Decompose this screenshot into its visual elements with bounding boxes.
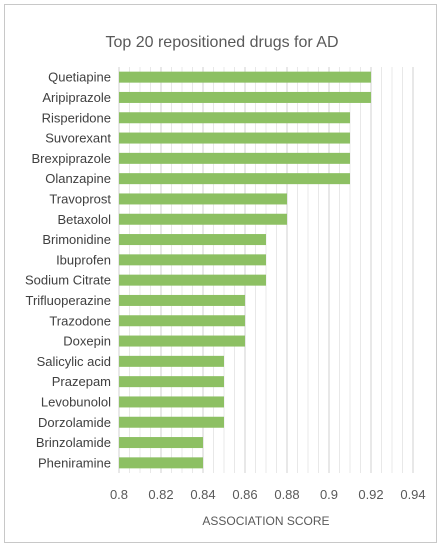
bar [119,457,203,469]
x-tick-label: 0.92 [358,487,383,502]
category-label: Trazodone [49,313,111,328]
bar [119,173,350,185]
category-label: Betaxolol [58,212,112,227]
bar [119,91,371,103]
category-label: Brexpiprazole [32,151,112,166]
category-label: Risperidone [42,110,111,125]
bar [119,254,266,266]
x-tick-label: 0.94 [400,487,425,502]
category-label: Doxepin [63,334,111,349]
category-label: Travoprost [49,191,111,206]
bar [119,294,245,306]
bar [119,355,224,367]
bar [119,274,266,286]
bar [119,396,224,408]
category-labels: Quetiapine Aripiprazole Risperidone Suvorex… [25,70,111,471]
bar [119,132,350,144]
bar [119,315,245,327]
bar [119,437,203,449]
chart-title: Top 20 repositioned drugs for AD [105,34,338,51]
category-label: Pheniramine [38,455,111,470]
bar [119,152,350,164]
gridlines [118,67,414,473]
x-tick-label: 0.82 [148,487,173,502]
bar [119,193,287,205]
x-tick-label: 0.88 [274,487,299,502]
x-tick-label: 0.86 [232,487,257,502]
bar [119,335,245,347]
x-tick-label: 0.9 [320,487,338,502]
x-tick-labels: 0.8 0.82 0.84 0.86 0.88 0.9 0.92 0.94 [110,487,426,502]
category-label: Salicylic acid [37,354,111,369]
category-label: Trifluoperazine [25,293,111,308]
bars [119,71,371,469]
category-label: Ibuprofen [56,252,111,267]
category-label: Levobunolol [41,394,111,409]
category-label: Brimonidine [42,232,111,247]
x-tick-label: 0.8 [110,487,128,502]
bar [119,71,371,83]
category-label: Olanzapine [45,171,111,186]
bar [119,376,224,388]
bar [119,234,266,246]
category-label: Aripiprazole [42,90,111,105]
category-label: Brinzolamide [36,435,111,450]
category-label: Suvorexant [45,131,111,146]
bar [119,213,287,225]
category-label: Quetiapine [48,70,111,85]
x-axis-title: ASSOCIATION SCORE [202,514,329,528]
bar [119,416,224,428]
category-label: Prazepam [52,374,111,389]
x-tick-label: 0.84 [190,487,215,502]
category-label: Dorzolamide [38,415,111,430]
bar [119,112,350,124]
category-label: Sodium Citrate [25,273,111,288]
